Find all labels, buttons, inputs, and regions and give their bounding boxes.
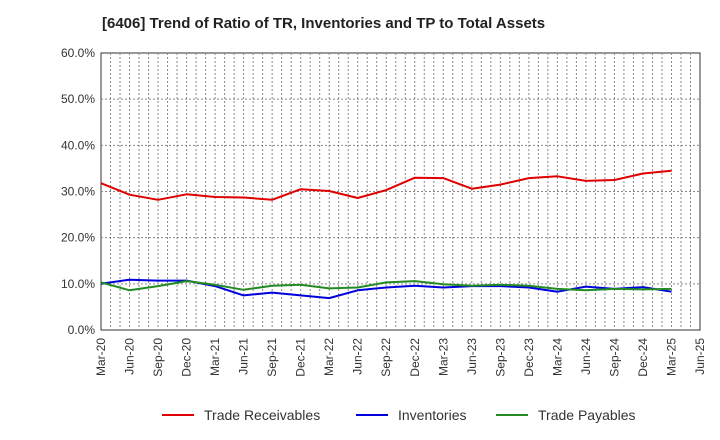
x-tick-label: Jun-21 (237, 338, 251, 375)
x-tick-label: Mar-20 (94, 338, 108, 376)
x-tick-label: Jun-23 (465, 338, 479, 375)
x-tick-label: Dec-22 (408, 338, 422, 377)
x-tick-label: Dec-20 (180, 338, 194, 377)
y-tick-label: 0.0% (68, 323, 96, 337)
x-tick-label: Dec-21 (294, 338, 308, 377)
x-tick-label: Jun-20 (123, 338, 137, 375)
x-tick-label: Sep-22 (379, 338, 393, 377)
x-tick-label: Jun-25 (693, 338, 707, 375)
y-tick-label: 40.0% (61, 138, 95, 152)
y-tick-label: 60.0% (61, 46, 95, 60)
y-tick-label: 30.0% (61, 185, 95, 199)
legend-label-inventories: Inventories (398, 407, 466, 423)
y-tick-label: 20.0% (61, 231, 95, 245)
x-tick-label: Mar-24 (550, 338, 564, 376)
legend-label-trade-receivables: Trade Receivables (204, 407, 320, 423)
x-tick-label: Jun-22 (351, 338, 365, 375)
chart-title: [6406] Trend of Ratio of TR, Inventories… (102, 15, 546, 32)
y-tick-label: 10.0% (61, 277, 95, 291)
x-tick-label: Sep-24 (607, 338, 621, 377)
x-tick-label: Mar-21 (208, 338, 222, 376)
x-tick-label: Sep-23 (493, 338, 507, 377)
x-tick-label: Sep-21 (265, 338, 279, 377)
series-line-trade-receivables (100, 169, 672, 201)
x-tick-label: Dec-23 (522, 338, 536, 377)
x-tick-label: Jun-24 (579, 338, 593, 375)
x-tick-label: Dec-24 (636, 338, 650, 377)
x-tick-label: Mar-22 (322, 338, 336, 376)
x-tick-label: Mar-25 (664, 338, 678, 376)
x-tick-label: Sep-20 (151, 338, 165, 377)
x-tick-label: Mar-23 (436, 338, 450, 376)
y-tick-label: 50.0% (61, 92, 95, 106)
series-line-trade-payables (100, 280, 672, 292)
legend-label-trade-payables: Trade Payables (538, 407, 636, 423)
